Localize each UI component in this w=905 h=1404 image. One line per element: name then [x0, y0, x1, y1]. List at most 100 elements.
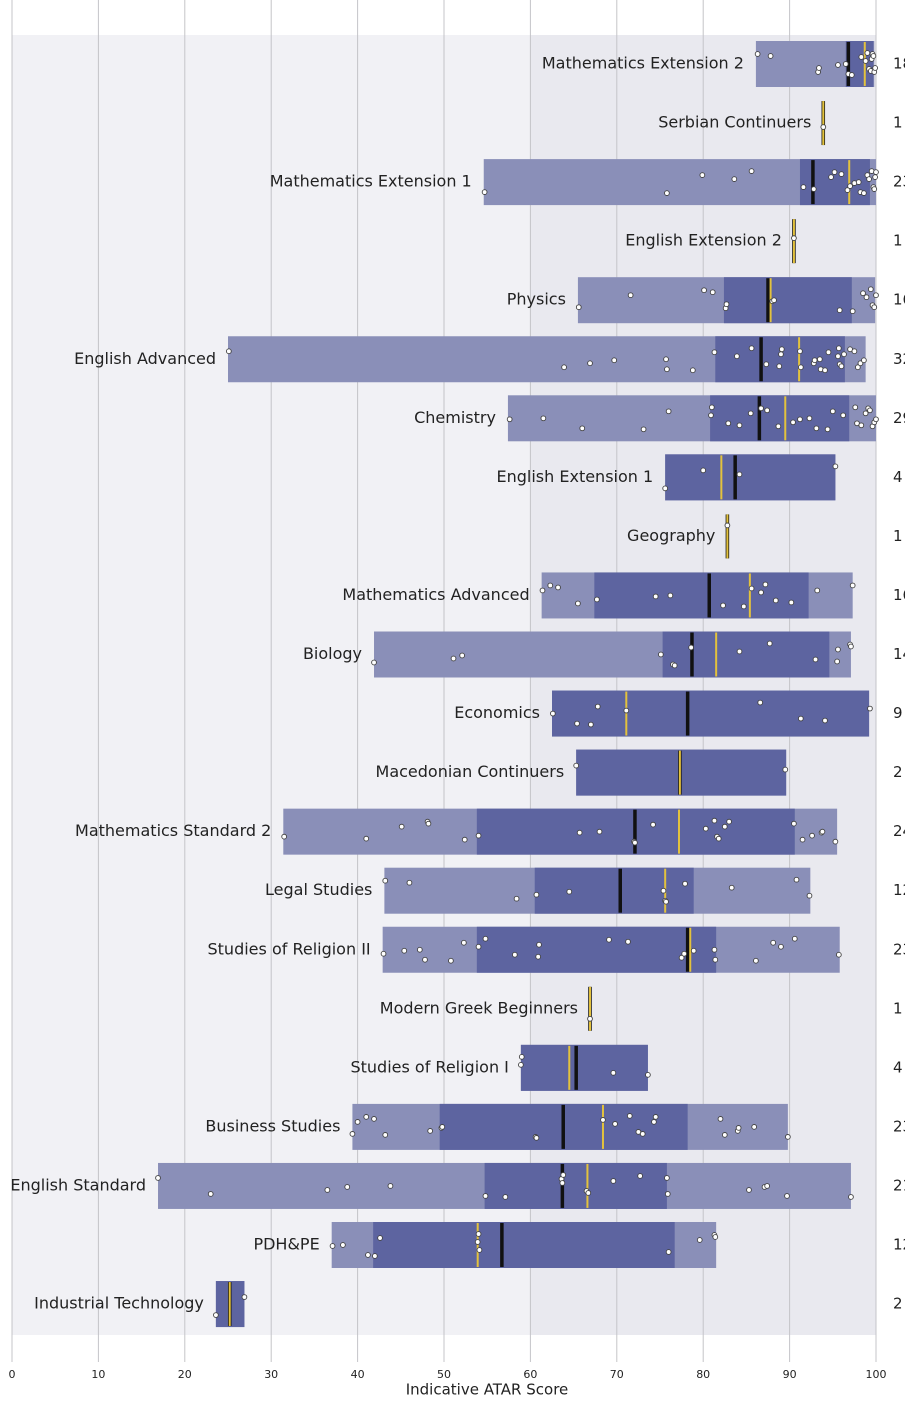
data-point: [819, 828, 826, 835]
data-point: [226, 348, 232, 355]
data-point: [560, 1172, 567, 1178]
data-point: [667, 592, 674, 599]
data-point: [784, 1193, 790, 1199]
count-label: 23: [893, 173, 905, 191]
data-point: [809, 832, 815, 839]
subject-row: Studies of Religion II 23: [208, 926, 905, 973]
data-point: [448, 957, 454, 964]
data-point: [662, 485, 669, 492]
data-point: [861, 190, 867, 196]
data-point: [764, 407, 770, 414]
data-point: [587, 1015, 593, 1022]
subject-row: Industrial Technology 2: [34, 1281, 903, 1328]
data-point: [708, 404, 715, 411]
iqr-box: [594, 572, 809, 619]
data-point: [785, 1134, 791, 1140]
data-point: [734, 353, 740, 360]
data-point: [664, 366, 670, 373]
data-point: [406, 879, 413, 886]
subject-label: Business Studies: [205, 1116, 340, 1135]
data-point: [610, 1178, 617, 1184]
subject-label: Studies of Religion I: [350, 1057, 508, 1076]
data-point: [810, 186, 817, 192]
data-point: [585, 1190, 592, 1196]
data-point: [771, 297, 777, 304]
data-point: [627, 292, 634, 299]
data-point: [559, 1180, 566, 1186]
subject-row: English Extension 2 1: [625, 219, 903, 264]
data-point: [450, 655, 457, 662]
data-point: [788, 599, 795, 606]
data-point: [726, 818, 732, 825]
data-point: [207, 1191, 214, 1197]
data-point: [678, 954, 685, 961]
data-point: [835, 646, 841, 653]
data-point: [724, 522, 731, 529]
iqr-box: [665, 454, 836, 501]
data-point: [758, 405, 764, 412]
subject-label: Physics: [507, 290, 566, 309]
data-point: [650, 821, 656, 828]
data-point: [539, 587, 546, 594]
x-tick-label: 80: [696, 1368, 710, 1381]
iqr-box: [723, 277, 852, 324]
data-point: [816, 356, 823, 363]
subject-row: Serbian Continuers 1: [658, 101, 903, 146]
subject-label: English Extension 2: [625, 231, 782, 250]
count-label: 12: [893, 881, 905, 899]
data-point: [867, 286, 874, 293]
subject-row: Mathematics Standard 2 24: [75, 808, 905, 855]
count-label: 1: [893, 527, 903, 545]
count-label: 4: [893, 1058, 903, 1076]
subject-label: Macedonian Continuers: [376, 762, 565, 781]
data-point: [481, 189, 488, 195]
subject-label: Mathematics Extension 2: [542, 54, 744, 73]
data-point: [832, 838, 839, 845]
data-point: [758, 589, 764, 596]
data-point: [838, 171, 845, 177]
data-point: [778, 351, 784, 358]
data-point: [540, 415, 547, 422]
data-point: [439, 1124, 446, 1130]
data-point: [596, 828, 603, 835]
subject-row: Economics 9: [454, 690, 903, 737]
data-point: [482, 935, 489, 942]
data-point: [862, 410, 869, 417]
subject-label: Studies of Religion II: [208, 939, 371, 958]
data-point: [835, 951, 842, 958]
subject-label: Geography: [627, 526, 715, 545]
data-point: [736, 422, 743, 429]
data-point: [740, 603, 747, 610]
subject-label: Mathematics Extension 1: [270, 172, 472, 191]
data-point: [711, 946, 718, 953]
data-point: [671, 662, 678, 669]
data-point: [611, 357, 618, 364]
rows: Mathematics Extension 2 18 Serbian Continu…: [10, 41, 905, 1328]
data-point: [371, 1116, 377, 1122]
data-point: [835, 62, 841, 68]
subject-row: Legal Studies 12: [265, 867, 905, 914]
data-point: [725, 420, 732, 427]
data-point: [550, 710, 556, 717]
data-point: [797, 364, 804, 371]
data-point: [663, 356, 669, 363]
count-label: 2: [893, 763, 903, 781]
data-point: [372, 1253, 378, 1259]
subject-label: PDH&PE: [253, 1235, 319, 1254]
data-point: [731, 176, 738, 182]
data-point: [511, 951, 518, 958]
data-point: [834, 658, 840, 665]
data-point: [688, 644, 694, 651]
x-tick-label: 60: [523, 1368, 537, 1381]
data-point: [841, 351, 847, 358]
data-point: [700, 467, 707, 474]
subject-row: PDH&PE 12: [253, 1222, 905, 1268]
x-tick-label: 50: [437, 1368, 451, 1381]
data-point: [461, 939, 467, 946]
data-point: [699, 172, 706, 178]
data-point: [575, 304, 582, 311]
data-point: [840, 412, 847, 419]
data-point: [711, 817, 718, 824]
data-point: [778, 943, 784, 950]
data-point: [461, 836, 468, 843]
